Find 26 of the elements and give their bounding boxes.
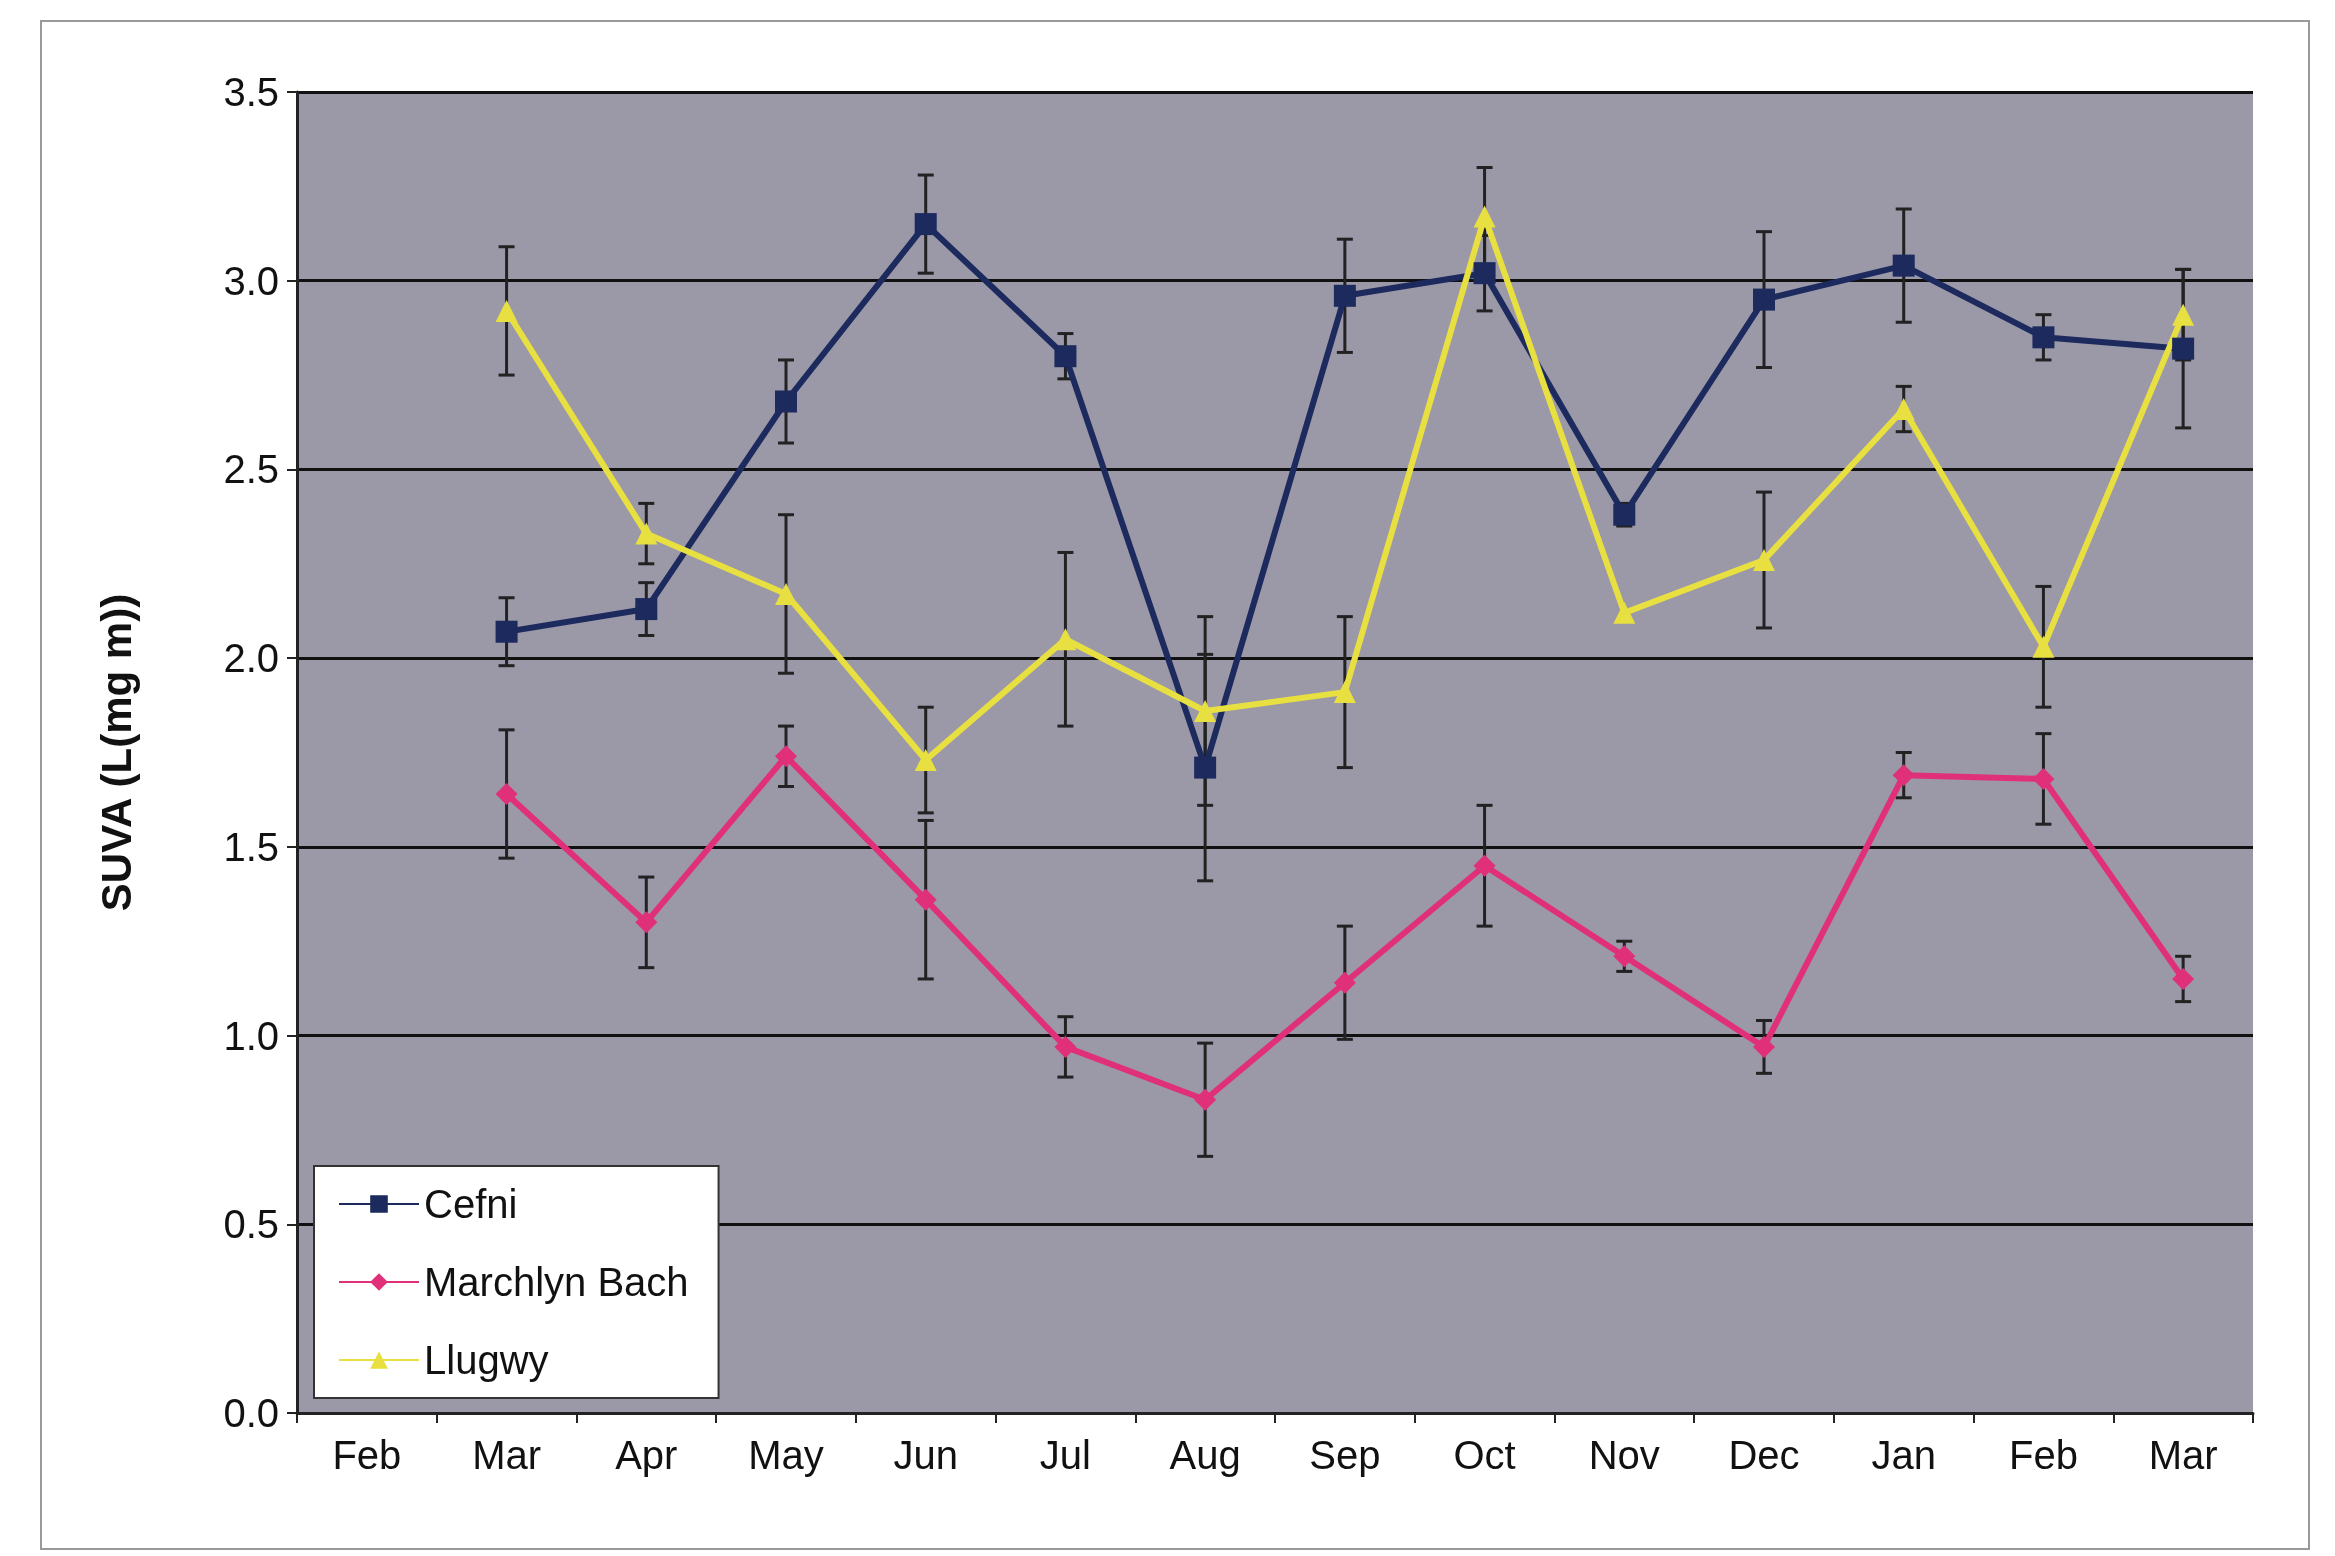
y-tick-label: 1.0 xyxy=(223,1013,279,1058)
x-tick-label: Feb xyxy=(332,1433,402,1477)
legend-label: Cefni xyxy=(424,1182,518,1226)
x-tick-label: Apr xyxy=(615,1433,678,1477)
x-tick-label: Dec xyxy=(1728,1433,1800,1477)
x-tick-label: Jan xyxy=(1871,1433,1936,1477)
x-tick-label: Nov xyxy=(1588,1433,1660,1477)
x-tick-label: Mar xyxy=(472,1433,542,1477)
y-tick-label: 0.5 xyxy=(223,1202,279,1247)
x-tick-label: Aug xyxy=(1169,1433,1241,1477)
legend-label: Llugwy xyxy=(424,1338,549,1382)
x-tick-label: Mar xyxy=(2148,1433,2218,1477)
y-tick-label: 3.0 xyxy=(223,258,279,303)
y-axis-title: SUVA (L(mg m)) xyxy=(92,593,140,912)
y-tick-label: 3.5 xyxy=(223,70,279,114)
y-tick-label: 2.0 xyxy=(223,636,279,681)
x-tick-label: Oct xyxy=(1453,1433,1516,1477)
y-tick-label: 2.5 xyxy=(223,447,279,492)
x-tick-label: May xyxy=(748,1433,824,1477)
x-tick-label: Sep xyxy=(1309,1433,1381,1477)
y-tick-label: 0.0 xyxy=(223,1391,279,1435)
x-tick-label: Jun xyxy=(893,1433,958,1477)
legend-label: Marchlyn Bach xyxy=(424,1260,689,1304)
x-tick-label: Feb xyxy=(2008,1433,2078,1477)
y-tick-label: 1.5 xyxy=(223,824,279,869)
x-tick-label: Jul xyxy=(1039,1433,1091,1477)
